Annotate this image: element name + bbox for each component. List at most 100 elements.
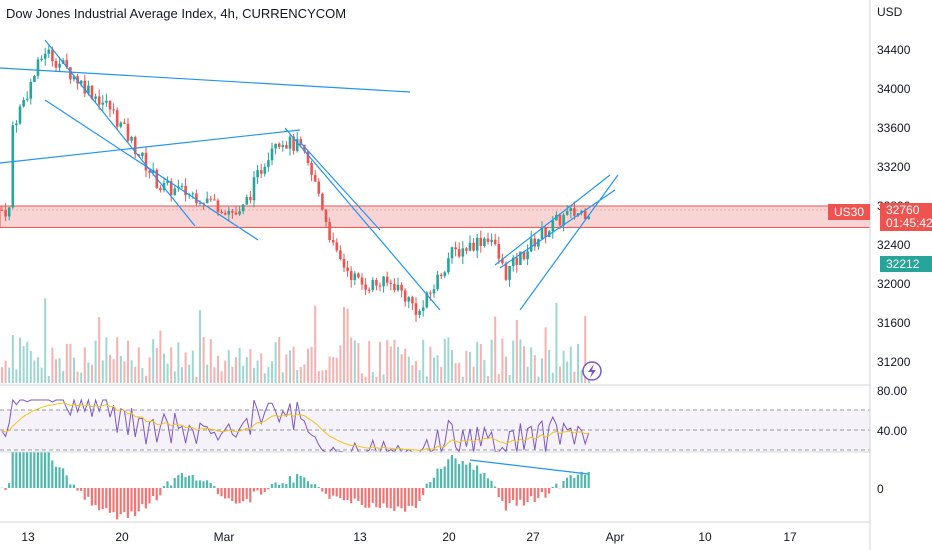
trend-line xyxy=(0,67,411,93)
volume-bar xyxy=(130,360,133,383)
candle-body xyxy=(299,139,303,145)
osc-bar xyxy=(242,488,245,502)
osc-bar xyxy=(339,488,342,499)
volume-bar xyxy=(55,359,57,383)
volume-bar xyxy=(152,339,155,383)
candle-body xyxy=(83,80,87,94)
osc-bar xyxy=(508,488,511,504)
volume-bar xyxy=(289,350,291,383)
candle-body xyxy=(472,242,475,251)
volume-bar xyxy=(375,376,378,383)
volume-bar xyxy=(76,371,79,383)
osc-bar xyxy=(587,471,590,488)
osc-bar xyxy=(537,488,540,499)
osc-bar xyxy=(15,452,18,488)
osc-bar xyxy=(137,488,140,512)
osc-bar xyxy=(292,482,295,488)
osc-bar xyxy=(368,488,371,508)
osc-bar xyxy=(432,477,435,488)
osc-bar xyxy=(206,480,209,488)
volume-bar xyxy=(325,369,327,383)
volume-bar xyxy=(40,367,43,383)
osc-bar xyxy=(504,488,507,511)
candle-body xyxy=(198,202,202,204)
volume-bar xyxy=(555,302,558,383)
volume-bar xyxy=(472,366,475,383)
volume-bar xyxy=(508,375,511,383)
osc-bar xyxy=(515,488,518,506)
candle-body xyxy=(79,80,83,84)
candle-body xyxy=(15,123,18,126)
rsi-tick: 80.00 xyxy=(877,384,907,398)
osc-bar xyxy=(569,475,572,488)
time-tick: 13 xyxy=(353,530,367,544)
osc-bar xyxy=(134,488,137,517)
osc-bar xyxy=(220,488,223,497)
osc-bar xyxy=(303,477,306,488)
candle-body xyxy=(526,251,529,260)
osc-bar xyxy=(152,488,155,497)
candle-body xyxy=(195,193,198,204)
candle-body xyxy=(288,136,292,149)
price-tick: 32000 xyxy=(877,277,911,291)
candle-body xyxy=(533,238,537,247)
osc-bar xyxy=(76,488,79,491)
osc-bar xyxy=(252,488,255,492)
osc-bar xyxy=(422,488,425,495)
volume-bar xyxy=(411,365,414,383)
volume-bar xyxy=(559,366,561,383)
volume-bar xyxy=(343,306,345,383)
volume-bar xyxy=(137,347,140,383)
volume-bar xyxy=(440,366,443,383)
osc-bar xyxy=(44,452,47,488)
candle-body xyxy=(281,145,285,147)
candle-body xyxy=(274,143,277,149)
volume-bar xyxy=(19,337,21,383)
candle-body xyxy=(133,137,137,155)
volume-bar xyxy=(418,370,421,383)
candle-body xyxy=(483,238,486,246)
osc-bar xyxy=(54,466,57,488)
volume-bar xyxy=(548,349,551,383)
volume-bar xyxy=(1,367,3,383)
candle-body xyxy=(573,208,576,216)
osc-bar xyxy=(584,474,587,488)
volume-bar xyxy=(127,340,129,383)
volume-bar xyxy=(350,337,353,383)
volume-bar xyxy=(299,367,302,383)
osc-bar xyxy=(350,488,353,504)
volume-bar xyxy=(166,363,169,383)
osc-bar xyxy=(155,488,158,501)
osc-bar xyxy=(36,452,39,488)
volume-bar xyxy=(443,338,446,383)
osc-bar xyxy=(11,452,14,488)
osc-bar xyxy=(382,488,385,504)
price-axis[interactable]: USD3440034000336003320032800324003200031… xyxy=(877,5,911,496)
candle-body xyxy=(180,185,184,188)
time-axis[interactable]: 13 20 Mar 13 20 27 Apr 10 17 xyxy=(21,530,797,544)
osc-bar xyxy=(425,483,428,488)
candle-body xyxy=(18,106,22,124)
osc-bar xyxy=(141,488,144,505)
volume-bar xyxy=(105,337,108,383)
candle-body xyxy=(137,154,141,157)
candle-body xyxy=(569,208,573,212)
alt-price-tag: 32212 xyxy=(880,256,932,272)
volume-bar xyxy=(469,351,471,383)
osc-bar xyxy=(450,455,453,488)
price-tick: 31600 xyxy=(877,316,911,330)
candle-body xyxy=(220,211,223,214)
volume-bar xyxy=(94,340,97,383)
volume-bar xyxy=(227,350,230,383)
volume-bar xyxy=(213,367,216,383)
lightning-icon[interactable] xyxy=(582,361,602,381)
candle-body xyxy=(400,284,403,291)
candle-body xyxy=(54,61,58,68)
osc-bar xyxy=(162,486,165,488)
candle-body xyxy=(29,81,33,99)
volume-bar xyxy=(249,348,252,383)
volume-bar xyxy=(148,357,151,383)
volume-bar xyxy=(278,337,281,383)
candle-body xyxy=(479,237,483,246)
